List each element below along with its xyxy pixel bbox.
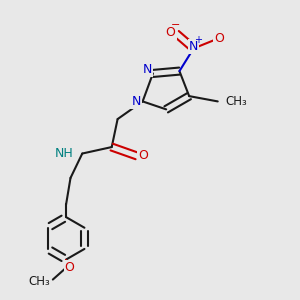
Text: −: − xyxy=(171,20,181,30)
Text: NH: NH xyxy=(55,147,74,160)
Text: +: + xyxy=(194,34,202,45)
Text: O: O xyxy=(166,26,176,39)
Text: N: N xyxy=(131,95,141,108)
Text: CH₃: CH₃ xyxy=(28,275,50,288)
Text: O: O xyxy=(214,32,224,46)
Text: CH₃: CH₃ xyxy=(225,95,247,108)
Text: N: N xyxy=(189,40,198,53)
Text: O: O xyxy=(65,261,75,274)
Text: O: O xyxy=(138,149,148,162)
Text: N: N xyxy=(142,63,152,76)
